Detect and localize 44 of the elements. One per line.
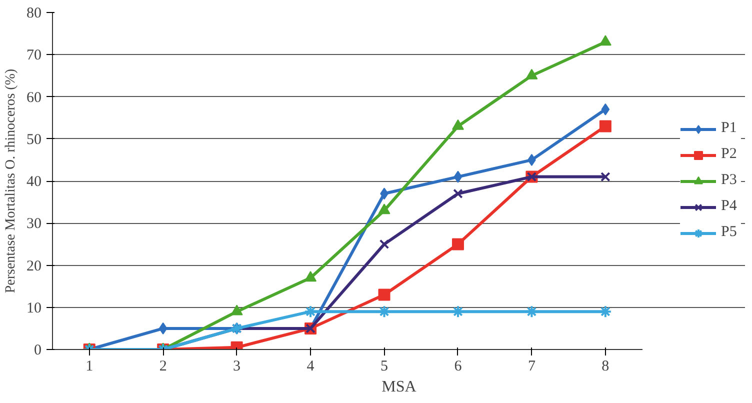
x-tick-label: 1: [86, 358, 94, 374]
y-tick-label: 70: [26, 48, 42, 64]
y-tick-label: 0: [34, 342, 42, 358]
point: [453, 188, 463, 199]
y-tick-label: 20: [26, 258, 42, 274]
y-tick-label: 30: [26, 216, 42, 232]
legend-label: P4: [721, 198, 738, 215]
point: [230, 304, 243, 316]
point: [378, 288, 390, 301]
point: [452, 238, 464, 250]
y-tick-label: 50: [26, 132, 42, 148]
point: [454, 170, 462, 183]
x-axis-title: MSA: [382, 378, 417, 396]
point: [451, 305, 464, 318]
point: [379, 239, 390, 250]
point: [600, 172, 610, 182]
x-tick-label: 5: [380, 358, 388, 374]
point: [304, 271, 317, 282]
x-tick-label: 7: [528, 358, 536, 374]
y-axis-title: Persentase Mortalitas O. rhinoceros (%): [4, 68, 18, 294]
point: [599, 35, 612, 46]
x-tick-label: 6: [454, 358, 462, 374]
legend-label: P1: [721, 120, 738, 137]
point: [526, 68, 538, 80]
point: [599, 120, 612, 132]
legend-label: P5: [721, 224, 738, 241]
x-tick-label: 8: [602, 358, 610, 374]
point: [601, 103, 610, 116]
point: [378, 204, 390, 214]
y-tick-label: 80: [26, 6, 42, 22]
legend-label: P3: [721, 172, 738, 189]
y-tick-label: 60: [26, 90, 42, 106]
point: [158, 322, 168, 334]
point: [452, 119, 464, 130]
x-tick-label: 3: [233, 358, 241, 374]
x-tick-label: 2: [159, 358, 167, 374]
point: [304, 305, 318, 318]
point: [598, 305, 612, 318]
point: [378, 305, 391, 318]
legend-label: P2: [721, 146, 738, 163]
x-tick-label: 4: [306, 358, 315, 374]
point: [525, 305, 538, 318]
y-tick-label: 10: [26, 300, 42, 316]
y-tick-label: 40: [26, 174, 42, 190]
